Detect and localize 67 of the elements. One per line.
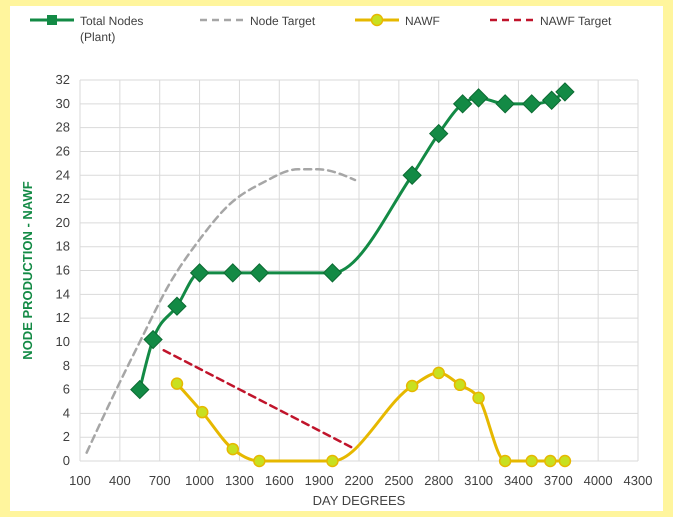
x-tick-label: 400 <box>109 473 131 488</box>
point <box>190 263 210 282</box>
y-tick-label: 26 <box>56 143 70 158</box>
point <box>544 454 557 468</box>
x-tick-label: 3400 <box>504 473 533 488</box>
y-tick-label: 8 <box>62 358 70 373</box>
point <box>144 330 163 350</box>
x-tick-label: 700 <box>148 473 171 488</box>
point <box>326 454 339 468</box>
point <box>453 94 472 114</box>
point <box>196 406 208 418</box>
point <box>469 88 488 108</box>
y-tick-label: 4 <box>62 405 70 420</box>
point <box>472 392 485 404</box>
point <box>558 454 572 468</box>
point <box>402 166 422 185</box>
x-tick-label: 1300 <box>224 473 254 488</box>
point <box>253 454 266 468</box>
x-tick-label: 1900 <box>304 473 334 488</box>
legend-label: Node Target <box>250 14 316 28</box>
point <box>130 380 150 400</box>
y-tick-label: 28 <box>56 120 70 135</box>
point <box>322 263 342 282</box>
y-tick-label: 24 <box>56 167 70 182</box>
point <box>522 94 542 114</box>
point <box>542 90 562 110</box>
y-tick-label: 12 <box>56 310 70 326</box>
point <box>432 366 445 380</box>
y-tick-label: 2 <box>62 429 70 444</box>
point <box>498 454 512 468</box>
point <box>429 124 448 144</box>
x-tick-label: 4300 <box>624 473 652 488</box>
x-tick-label: 2800 <box>424 473 454 488</box>
y-tick-label: 30 <box>56 96 70 111</box>
point <box>496 94 515 114</box>
point <box>167 296 186 316</box>
y-tick-label: 0 <box>62 453 70 468</box>
legend-label: NAWF <box>405 14 440 28</box>
point <box>525 454 538 468</box>
y-tick-label: 6 <box>62 382 70 397</box>
legend-label: Total Nodes (Plant) <box>80 14 144 44</box>
point <box>406 380 418 392</box>
point <box>223 263 242 282</box>
x-tick-label: 2200 <box>344 473 374 488</box>
point <box>226 442 240 456</box>
y-tick-label: 20 <box>56 214 70 230</box>
x-tick-label: 3100 <box>464 473 494 488</box>
point <box>454 378 466 392</box>
y-tick-label: 32 <box>56 72 70 87</box>
point <box>250 263 269 282</box>
x-tick-label: 100 <box>69 473 91 488</box>
legend-label: NAWF Target <box>540 14 612 28</box>
x-tick-label: 3700 <box>544 473 573 488</box>
y-tick-label: 10 <box>56 334 70 349</box>
point <box>555 82 574 102</box>
x-tick-label: 1600 <box>264 473 294 488</box>
x-tick-label: 2500 <box>384 473 414 488</box>
y-tick-label: 16 <box>56 262 70 278</box>
line-series <box>85 168 356 454</box>
point <box>170 377 184 390</box>
x-tick-label: 4000 <box>584 473 613 488</box>
y-tick-label: 22 <box>56 191 70 206</box>
y-tick-label: 14 <box>56 286 70 302</box>
y-axis-title: NODE PRODUCTION - NAWF <box>20 181 35 360</box>
x-tick-label: 1000 <box>185 473 214 488</box>
y-tick-label: 18 <box>56 238 70 254</box>
x-axis-title: DAY DEGREES <box>312 493 406 508</box>
